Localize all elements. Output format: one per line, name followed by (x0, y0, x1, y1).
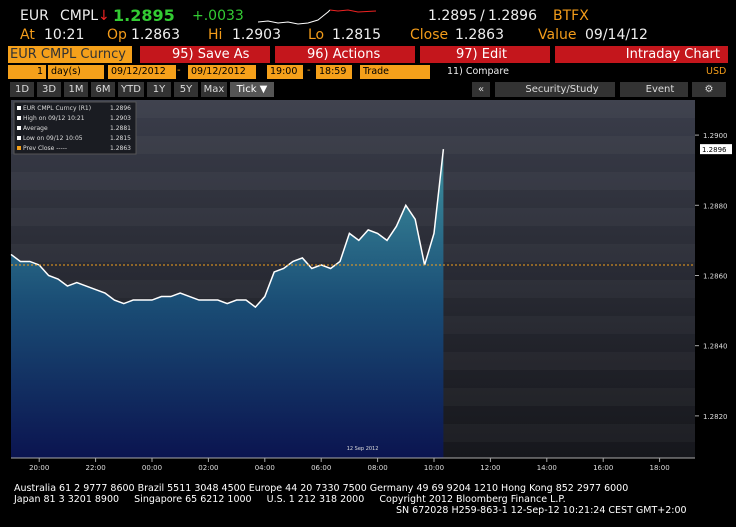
last-tag-box (700, 144, 732, 155)
screen-title: Intraday Chart (555, 46, 728, 63)
legend-label: High on 09/12 10:21 (23, 115, 85, 122)
stat-value: 1.2815 (332, 27, 381, 43)
dash: - (307, 65, 311, 76)
arrow: ↓ (98, 8, 110, 24)
range-button[interactable]: 1D (10, 82, 34, 97)
start-date[interactable]: 09/12/2012 (108, 65, 176, 79)
legend-label: Prev Close ----- (23, 145, 67, 152)
end-date[interactable]: 09/12/2012 (188, 65, 256, 79)
legend-value: 1.2815 (110, 135, 131, 142)
separator: / (480, 8, 485, 24)
y-tick-label: 1.2900 (703, 132, 728, 140)
stat-value: 1.2903 (232, 27, 281, 43)
x-tick-label: 10:00 (424, 464, 444, 472)
stat-label: Close (410, 27, 449, 43)
legend-box (13, 101, 137, 155)
currency: USD (706, 66, 727, 77)
legend-swatch (17, 146, 21, 150)
end-time[interactable]: 18:59 (316, 65, 352, 79)
x-tick-label: 14:00 (537, 464, 557, 472)
legend-label: Average (23, 125, 48, 132)
period-unit[interactable]: day(s) (48, 65, 104, 79)
price-line (10, 149, 445, 309)
range-button[interactable]: YTD (118, 82, 144, 97)
stat-value: 1.2863 (455, 27, 504, 43)
range-button[interactable]: 1M (64, 82, 88, 97)
stat-label: At (20, 27, 35, 43)
tool-button[interactable]: Event (620, 82, 688, 97)
legend-label: Low on 09/12 10:05 (23, 135, 83, 142)
x-tick-label: 18:00 (650, 464, 670, 472)
period[interactable]: 1 (8, 65, 46, 79)
range-button[interactable]: Tick ▼ (230, 82, 274, 97)
source: CMPL (60, 8, 99, 24)
ticker: EUR (20, 8, 49, 24)
bid: 1.2895 (428, 8, 477, 24)
stat-label: Hi (208, 27, 223, 43)
range-button[interactable]: 5Y (174, 82, 198, 97)
legend-swatch (17, 136, 21, 140)
x-tick-label: 16:00 (593, 464, 613, 472)
footer-line: SN 672028 H259-863-1 12-Sep-12 10:21:24 … (396, 505, 687, 516)
x-tick-label: 22:00 (86, 464, 106, 472)
stat-label: Lo (308, 27, 325, 43)
range-button[interactable]: 3D (37, 82, 61, 97)
footer-line: Australia 61 2 9777 8600 Brazil 5511 304… (14, 483, 629, 494)
menu[interactable]: 95) Save As (140, 46, 270, 63)
x-tick-label: 06:00 (311, 464, 331, 472)
compare[interactable]: 11) Compare (447, 66, 509, 77)
legend-value: 1.2881 (110, 125, 131, 132)
legend-value: 1.2863 (110, 145, 131, 152)
stat-value: 1.2863 (131, 27, 180, 43)
date-label: 12 Sep 2012 (347, 446, 379, 452)
sparkline (258, 9, 377, 25)
dash: - (177, 65, 181, 76)
security-field[interactable]: EUR CMPL Curncy (8, 46, 132, 63)
x-tick-label: 20:00 (29, 464, 49, 472)
tool-button[interactable]: « (472, 82, 490, 97)
y-tick-label: 1.2820 (703, 413, 728, 421)
y-tick-label: 1.2860 (703, 272, 728, 280)
range-button[interactable]: Max (201, 82, 227, 97)
legend-swatch (17, 116, 21, 120)
stat-value: 09/14/12 (585, 27, 648, 43)
legend-value: 1.2896 (110, 105, 131, 112)
x-tick-label: 12:00 (480, 464, 500, 472)
x-tick-label: 00:00 (142, 464, 162, 472)
band (11, 172, 695, 190)
event-select[interactable]: Trade (360, 65, 430, 79)
feed: BTFX (553, 8, 589, 24)
range-button[interactable]: 1Y (147, 82, 171, 97)
legend-swatch (17, 106, 21, 110)
menu[interactable]: 97) Edit (420, 46, 550, 63)
price-area (11, 149, 444, 458)
change: +.0033 (192, 8, 244, 24)
x-tick-label: 04:00 (255, 464, 275, 472)
y-tick-label: 1.2880 (703, 202, 728, 210)
y-tick-label: 1.2840 (703, 343, 728, 351)
tool-button[interactable]: Security/Study (495, 82, 615, 97)
x-tick-label: 02:00 (198, 464, 218, 472)
menu[interactable]: 96) Actions (275, 46, 415, 63)
legend-value: 1.2903 (110, 115, 131, 122)
tool-button[interactable]: ⚙ (692, 82, 726, 97)
last-tag: 1.2896 (702, 146, 727, 154)
ask: 1.2896 (488, 8, 537, 24)
legend-swatch (17, 126, 21, 130)
footer-line: Japan 81 3 3201 8900 Singapore 65 6212 1… (14, 494, 566, 505)
range-button[interactable]: 6M (91, 82, 115, 97)
stat-label: Value (538, 27, 577, 43)
x-tick-label: 08:00 (368, 464, 388, 472)
start-time[interactable]: 19:00 (267, 65, 303, 79)
band (11, 208, 695, 226)
last-price: 1.2895 (113, 6, 175, 25)
stat-value: 10:21 (44, 27, 85, 43)
stat-label: Op (107, 27, 127, 43)
legend-label: EUR CMPL Curncy (R1) (23, 105, 91, 112)
